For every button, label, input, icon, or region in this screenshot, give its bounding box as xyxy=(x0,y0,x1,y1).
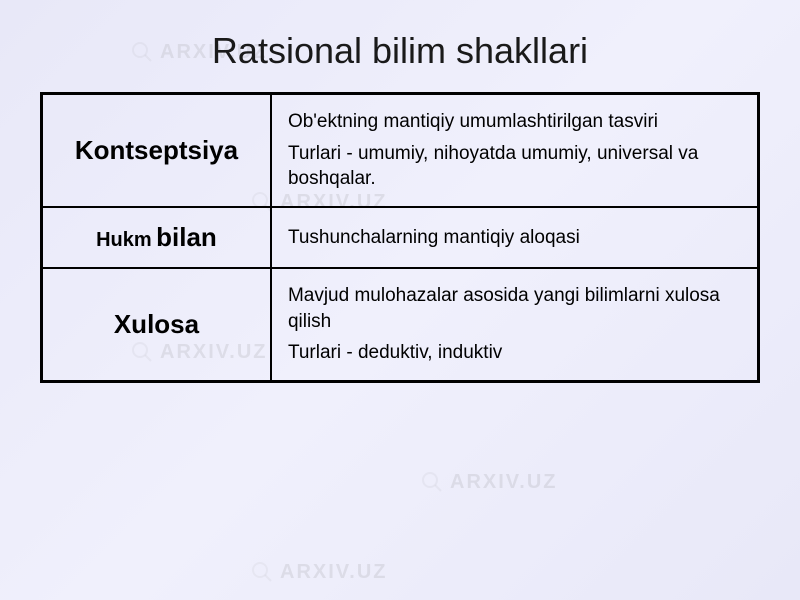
concepts-table: Kontseptsiya Ob'ektning mantiqiy umumlas… xyxy=(40,92,760,383)
row-label: Hukm bilan xyxy=(42,207,271,268)
desc-line: Ob'ektning mantiqiy umumlashtirilgan tas… xyxy=(288,109,741,135)
label-small-part: Hukm xyxy=(96,229,152,251)
label-big-part: bilan xyxy=(156,222,217,252)
row-label: Xulosa xyxy=(42,268,271,381)
row-description: Tushunchalarning mantiqiy aloqasi xyxy=(271,207,759,268)
page-title: Ratsional bilim shakllari xyxy=(40,30,760,72)
desc-line: Turlari - umumiy, nihoyatda umumiy, univ… xyxy=(288,141,741,192)
table-row: Hukm bilan Tushunchalarning mantiqiy alo… xyxy=(42,207,759,268)
row-description: Mavjud mulohazalar asosida yangi bilimla… xyxy=(271,268,759,381)
desc-line: Mavjud mulohazalar asosida yangi bilimla… xyxy=(288,283,741,334)
watermark: ARXIV.UZ xyxy=(420,470,558,494)
desc-line: Tushunchalarning mantiqiy aloqasi xyxy=(288,225,741,251)
row-label: Kontseptsiya xyxy=(42,94,271,207)
desc-line: Turlari - deduktiv, induktiv xyxy=(288,340,741,366)
table-row: Kontseptsiya Ob'ektning mantiqiy umumlas… xyxy=(42,94,759,207)
row-description: Ob'ektning mantiqiy umumlashtirilgan tas… xyxy=(271,94,759,207)
watermark: ARXIV.UZ xyxy=(250,560,388,584)
table-row: Xulosa Mavjud mulohazalar asosida yangi … xyxy=(42,268,759,381)
slide-container: Ratsional bilim shakllari Kontseptsiya O… xyxy=(0,0,800,413)
